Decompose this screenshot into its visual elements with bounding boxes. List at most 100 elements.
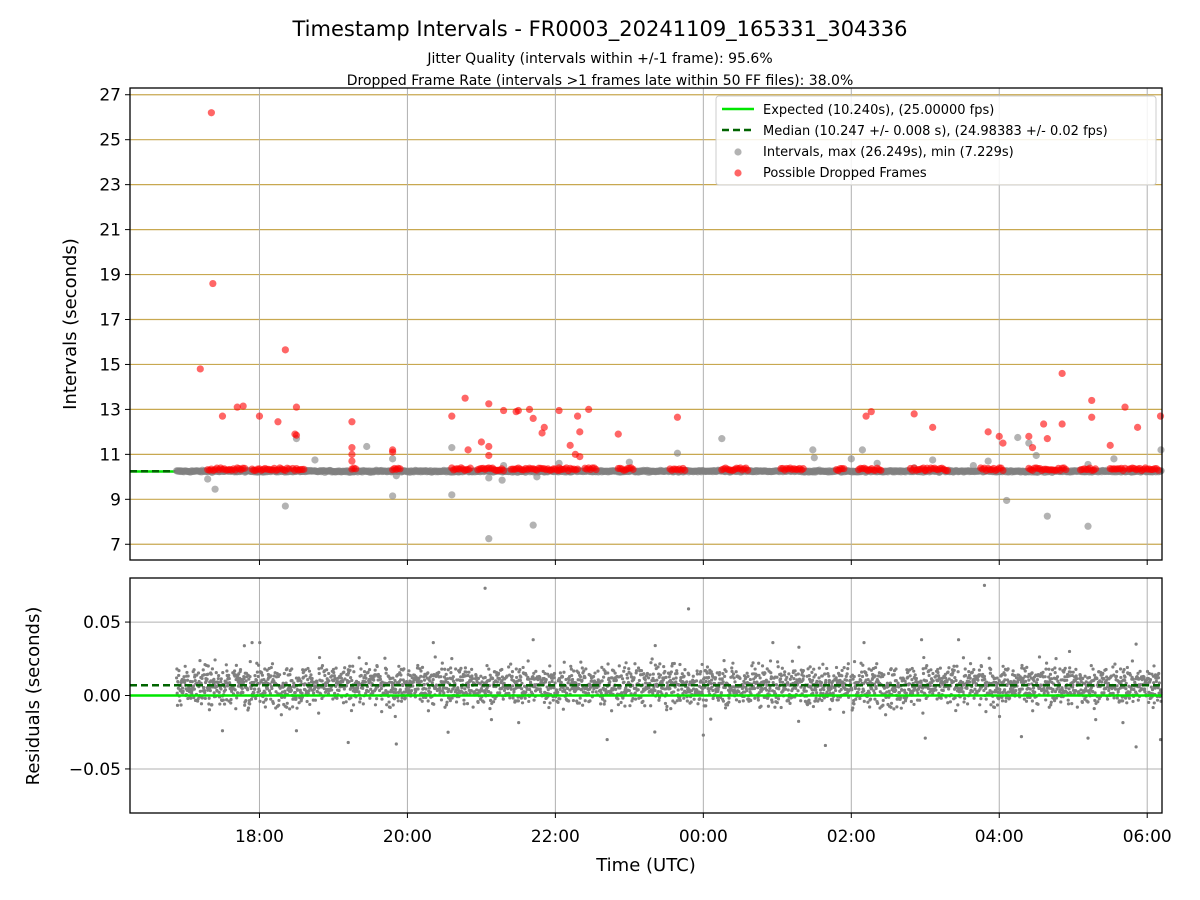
residual-point (449, 666, 453, 670)
residual-point (309, 673, 313, 677)
residual-point (600, 665, 604, 669)
residual-point (383, 656, 387, 660)
residual-point (387, 700, 391, 704)
dropped-frame-point (233, 403, 241, 411)
residual-point (191, 684, 196, 688)
residual-point (838, 678, 842, 683)
residual-point (840, 668, 844, 673)
residual-point (547, 681, 552, 685)
residual-point (844, 678, 849, 682)
residual-point (1081, 676, 1085, 681)
residual-point (921, 671, 926, 676)
residual-point (851, 677, 855, 681)
residual-point (265, 686, 270, 691)
residual-point (339, 676, 344, 680)
residual-point (987, 681, 991, 685)
residual-point (420, 699, 424, 703)
residual-point (388, 705, 392, 710)
dropped-frame-point (1058, 369, 1066, 378)
residual-point (1042, 691, 1046, 695)
dropped-frame-point (209, 279, 217, 288)
residual-point (1136, 698, 1140, 702)
residual-point (514, 667, 518, 671)
residual-point (357, 690, 361, 694)
interval-point (448, 444, 456, 452)
residual-point (352, 670, 356, 674)
residual-point (262, 700, 266, 704)
residual-point (177, 669, 181, 673)
residual-point (320, 679, 324, 683)
residual-point (616, 697, 620, 701)
residual-point (602, 702, 606, 706)
residual-point (692, 697, 696, 701)
residual-point (653, 643, 657, 648)
residual-point (818, 697, 822, 701)
legend: Expected (10.240s), (25.00000 fps) Media… (715, 95, 1157, 186)
residual-point (426, 699, 430, 703)
residual-point (667, 675, 671, 679)
residual-point (558, 687, 562, 691)
residual-point (817, 676, 821, 680)
residual-point (511, 696, 515, 700)
residual-point (435, 683, 439, 687)
residual-point (656, 665, 660, 669)
residual-point (580, 678, 584, 682)
residual-point (1129, 687, 1134, 691)
residual-point (752, 686, 757, 691)
residual-point (306, 666, 310, 671)
residual-point (852, 702, 856, 706)
residual-point (463, 666, 468, 670)
residual-point (1092, 673, 1097, 677)
residual-point (1068, 674, 1072, 678)
residual-point (961, 681, 965, 685)
residual-point (556, 690, 560, 694)
residual-point (241, 680, 246, 684)
residual-point (1004, 699, 1008, 703)
residual-point (323, 673, 327, 678)
residual-point (866, 678, 870, 682)
residual-point (984, 697, 988, 701)
residual-point (921, 686, 925, 690)
residual-point (180, 686, 185, 690)
residual-point (375, 696, 379, 701)
residual-point (510, 670, 515, 674)
residual-point (781, 680, 785, 684)
residual-point (299, 679, 303, 683)
residual-point (182, 675, 186, 679)
residual-point (786, 680, 790, 685)
residual-point (317, 667, 321, 671)
dropped-frame-point (1154, 466, 1162, 474)
residual-point (198, 689, 202, 693)
residual-point (202, 673, 206, 677)
residual-point (827, 678, 831, 683)
residual-point (852, 674, 856, 679)
residual-point (725, 703, 730, 707)
residual-point (841, 710, 846, 714)
residual-point (285, 705, 289, 709)
interval-point (718, 435, 726, 443)
residual-point (1156, 676, 1161, 680)
residual-point (851, 706, 855, 710)
residual-point (616, 703, 621, 707)
dropped-frame-point (1088, 413, 1096, 421)
residual-point (1122, 668, 1126, 672)
residual-point (1004, 696, 1008, 700)
residual-point (306, 691, 310, 695)
residual-point (364, 676, 368, 680)
residual-point (780, 666, 784, 670)
residual-point (1006, 667, 1010, 671)
residual-point (860, 674, 865, 679)
residual-point (815, 679, 819, 683)
dropped-frame-point (499, 406, 508, 415)
residual-point (955, 664, 959, 668)
residual-point (440, 661, 444, 665)
residual-point (454, 667, 458, 671)
residual-point (796, 689, 800, 693)
residual-point (931, 671, 935, 676)
residual-point (391, 703, 395, 707)
residual-point (312, 691, 316, 695)
residual-point (1156, 686, 1160, 690)
residual-point (700, 662, 704, 667)
dropped-frame-point (274, 418, 282, 426)
residual-point (685, 699, 689, 703)
